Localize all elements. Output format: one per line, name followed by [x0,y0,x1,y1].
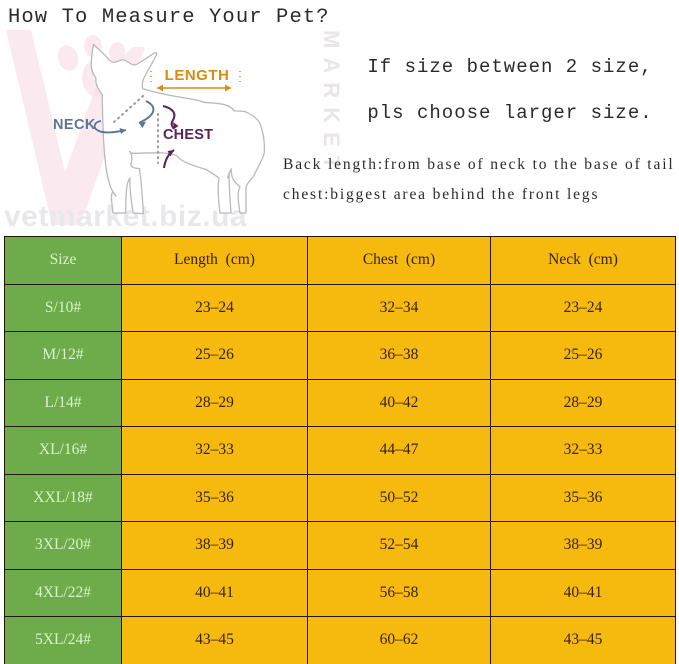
svg-text:LENGTH: LENGTH [165,67,230,84]
svg-text:CHEST: CHEST [163,127,213,143]
svg-text:NECK: NECK [53,117,96,133]
